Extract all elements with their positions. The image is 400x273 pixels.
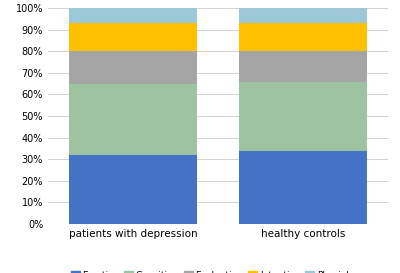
Legend: Emotion, Cognition, Evaluation, Intention, Physiology: Emotion, Cognition, Evaluation, Intentio… [67, 267, 369, 273]
Bar [69, 84, 197, 155]
Bar [69, 155, 197, 224]
Bar [239, 150, 367, 224]
Bar [239, 51, 367, 82]
Bar [239, 8, 367, 23]
Bar [69, 23, 197, 51]
Bar [69, 8, 197, 23]
Bar [239, 82, 367, 150]
Bar [239, 23, 367, 51]
Bar [69, 51, 197, 84]
